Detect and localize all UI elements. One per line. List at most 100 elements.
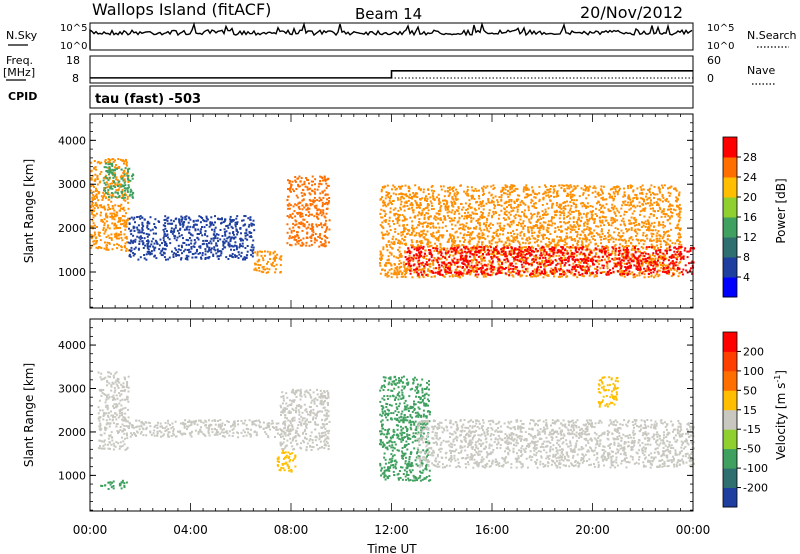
power-cell — [255, 263, 257, 266]
power-cell — [486, 245, 489, 247]
power-cell — [507, 237, 510, 240]
power-cell — [95, 246, 98, 249]
power-cell — [635, 235, 638, 237]
power-cell — [509, 191, 512, 194]
power-cell — [573, 199, 576, 202]
power-cell — [573, 194, 576, 197]
power-cell — [100, 206, 103, 209]
power-cell — [639, 205, 641, 208]
power-cell — [128, 223, 131, 225]
power-cell — [433, 198, 436, 201]
power-cell — [565, 258, 568, 261]
power-cell — [288, 182, 291, 184]
power-cell — [547, 194, 550, 197]
power-cell — [390, 195, 392, 198]
power-cell — [103, 224, 106, 227]
power-cell — [553, 188, 555, 191]
power-cell — [232, 245, 235, 248]
power-cell — [583, 234, 586, 237]
power-cell — [559, 275, 562, 278]
power-cell — [649, 201, 652, 204]
power-cell — [622, 248, 625, 251]
power-cell — [466, 194, 469, 197]
power-cell — [581, 242, 584, 245]
power-cell — [551, 216, 553, 219]
power-cell — [492, 246, 495, 249]
power-cell — [651, 235, 653, 238]
power-cell — [481, 258, 484, 261]
power-cell — [93, 179, 96, 182]
power-cell — [625, 228, 628, 230]
power-cell — [447, 195, 450, 198]
power-cell — [518, 246, 521, 248]
power-cell — [638, 272, 641, 275]
power-cell — [134, 238, 137, 241]
power-cell — [642, 271, 645, 273]
power-cell — [177, 244, 180, 247]
power-cell — [485, 264, 488, 267]
power-cell — [491, 223, 494, 226]
power-cell — [622, 217, 625, 220]
power-cell — [655, 234, 658, 237]
power-cell — [478, 195, 480, 197]
power-cell — [452, 219, 455, 222]
power-cell — [559, 236, 562, 239]
power-cell — [480, 229, 483, 232]
power-cell — [656, 244, 659, 247]
power-cell — [324, 193, 327, 196]
power-cell — [650, 246, 653, 249]
power-cell — [544, 184, 546, 187]
power-cell — [641, 197, 644, 200]
power-cell — [571, 193, 574, 196]
power-cell — [117, 185, 119, 187]
power-cell — [548, 257, 550, 260]
power-cell — [530, 198, 533, 201]
power-cell — [662, 235, 665, 238]
power-cell — [612, 240, 615, 243]
power-cell — [654, 274, 657, 277]
power-cell — [601, 215, 604, 218]
power-cell — [561, 239, 564, 242]
power-cell — [162, 251, 165, 254]
power-cell — [105, 228, 108, 231]
power-cell — [680, 255, 683, 258]
power-cell — [433, 190, 436, 193]
power-cell — [239, 243, 242, 246]
nsky-panel — [89, 21, 694, 51]
power-cell — [459, 252, 462, 255]
power-cell — [481, 266, 484, 269]
power-cell — [97, 206, 99, 209]
power-cell — [397, 257, 400, 260]
power-cell — [473, 245, 475, 248]
power-cell — [645, 248, 648, 250]
power-cell — [641, 184, 644, 187]
power-cell — [431, 194, 434, 197]
power-cell — [468, 242, 471, 245]
power-cell — [495, 233, 498, 236]
power-cell — [649, 213, 652, 216]
power-cell — [644, 220, 647, 223]
power-cell — [616, 228, 619, 231]
power-cell — [664, 254, 667, 257]
power-cell — [632, 276, 635, 279]
power-cell — [106, 226, 109, 229]
power-cell — [636, 260, 638, 263]
power-cell — [418, 265, 421, 268]
power-cell — [180, 244, 183, 247]
power-cell — [581, 274, 584, 277]
power-cell — [390, 268, 393, 270]
power-cell — [389, 229, 392, 232]
power-cell — [234, 254, 236, 257]
power-cell — [131, 175, 133, 178]
power-cell — [206, 244, 209, 247]
power-cell — [587, 260, 590, 262]
power-cell — [439, 246, 442, 249]
power-cell — [534, 196, 537, 199]
power-cell — [123, 245, 126, 247]
power-cell — [129, 255, 132, 258]
power-cell — [448, 269, 451, 272]
power-cell — [102, 220, 105, 223]
power-cell — [397, 271, 400, 274]
power-cell — [412, 211, 415, 214]
power-cell — [228, 232, 231, 235]
